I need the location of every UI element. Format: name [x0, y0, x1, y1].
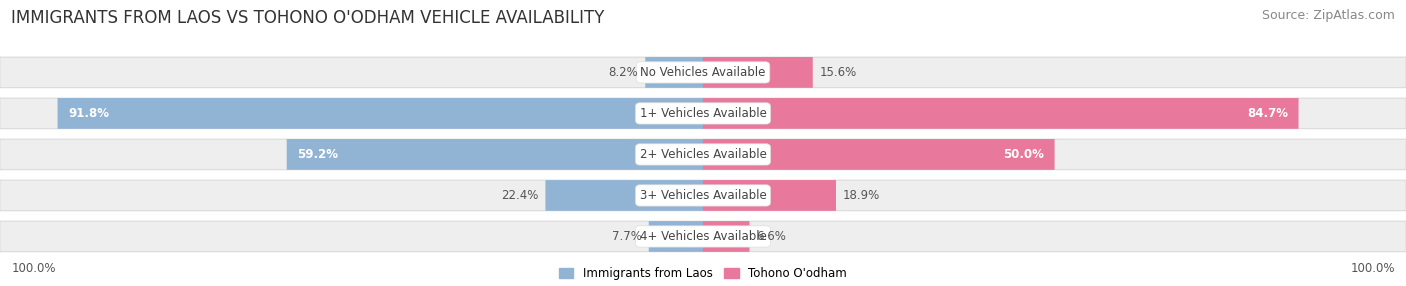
- FancyBboxPatch shape: [58, 98, 703, 129]
- Text: 100.0%: 100.0%: [1350, 262, 1395, 275]
- Legend: Immigrants from Laos, Tohono O'odham: Immigrants from Laos, Tohono O'odham: [560, 267, 846, 280]
- FancyBboxPatch shape: [546, 180, 703, 211]
- Text: Source: ZipAtlas.com: Source: ZipAtlas.com: [1261, 9, 1395, 21]
- Text: 8.2%: 8.2%: [609, 66, 638, 79]
- Text: 6.6%: 6.6%: [756, 230, 786, 243]
- Text: 50.0%: 50.0%: [1002, 148, 1043, 161]
- FancyBboxPatch shape: [287, 139, 703, 170]
- Text: 100.0%: 100.0%: [11, 262, 56, 275]
- Text: 18.9%: 18.9%: [844, 189, 880, 202]
- FancyBboxPatch shape: [703, 98, 1299, 129]
- FancyBboxPatch shape: [648, 221, 703, 252]
- Text: No Vehicles Available: No Vehicles Available: [640, 66, 766, 79]
- Text: 84.7%: 84.7%: [1247, 107, 1288, 120]
- Text: 91.8%: 91.8%: [69, 107, 110, 120]
- Text: 2+ Vehicles Available: 2+ Vehicles Available: [640, 148, 766, 161]
- FancyBboxPatch shape: [703, 221, 749, 252]
- FancyBboxPatch shape: [645, 57, 703, 88]
- Text: 4+ Vehicles Available: 4+ Vehicles Available: [640, 230, 766, 243]
- Text: 22.4%: 22.4%: [501, 189, 538, 202]
- FancyBboxPatch shape: [0, 98, 1406, 129]
- FancyBboxPatch shape: [703, 57, 813, 88]
- Text: 59.2%: 59.2%: [298, 148, 339, 161]
- Text: 7.7%: 7.7%: [612, 230, 643, 243]
- FancyBboxPatch shape: [0, 57, 1406, 88]
- Text: 3+ Vehicles Available: 3+ Vehicles Available: [640, 189, 766, 202]
- FancyBboxPatch shape: [703, 139, 1054, 170]
- Text: 1+ Vehicles Available: 1+ Vehicles Available: [640, 107, 766, 120]
- FancyBboxPatch shape: [0, 221, 1406, 252]
- FancyBboxPatch shape: [0, 139, 1406, 170]
- FancyBboxPatch shape: [703, 180, 837, 211]
- Text: 15.6%: 15.6%: [820, 66, 856, 79]
- FancyBboxPatch shape: [0, 180, 1406, 211]
- Text: IMMIGRANTS FROM LAOS VS TOHONO O'ODHAM VEHICLE AVAILABILITY: IMMIGRANTS FROM LAOS VS TOHONO O'ODHAM V…: [11, 9, 605, 27]
